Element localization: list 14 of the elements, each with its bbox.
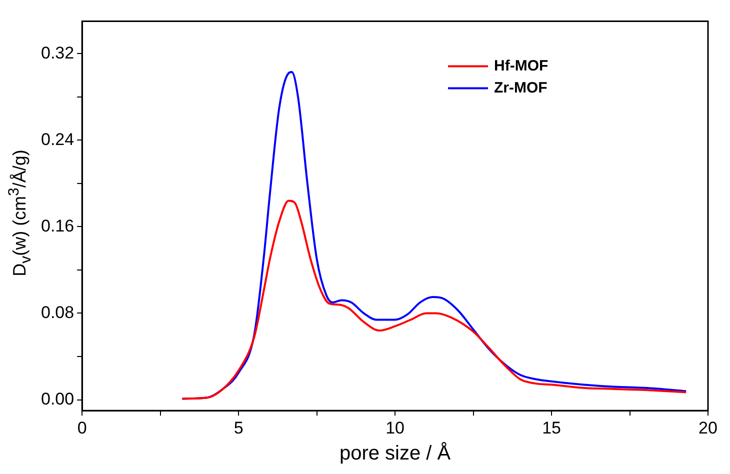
y-tick-label: 0.32: [40, 43, 74, 62]
y-tick-label: 0.08: [40, 302, 74, 322]
line-series: [181, 200, 688, 400]
x-tick-label: 5: [234, 418, 244, 438]
y-tick-label: 0.00: [40, 389, 74, 408]
legend-label: Zr-MOF: [494, 79, 548, 96]
y-tick-label: 0.16: [40, 216, 74, 236]
legend-label: Hf-MOF: [494, 57, 548, 74]
x-tick-label: 0: [77, 418, 87, 438]
x-tick-label: 15: [542, 418, 561, 438]
x-tick-label: 20: [698, 418, 718, 438]
x-tick-label: 10: [386, 418, 405, 438]
x-axis-title: pore size / Å: [339, 442, 452, 465]
y-tick-label: 0.24: [40, 130, 74, 149]
